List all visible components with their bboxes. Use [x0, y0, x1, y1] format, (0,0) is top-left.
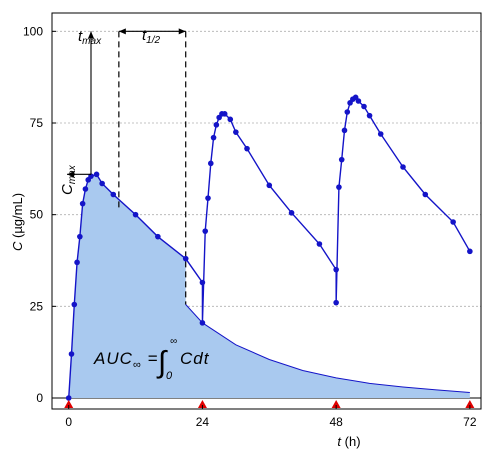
- integral-upper: ∞: [170, 336, 177, 347]
- x-tick-label: 0: [65, 415, 72, 429]
- data-point: [79, 200, 86, 207]
- dose-markers: [64, 400, 475, 408]
- data-point: [333, 266, 339, 273]
- data-point: [422, 191, 429, 198]
- data-point: [377, 131, 384, 137]
- data-point: [341, 127, 348, 134]
- data-point: [467, 248, 473, 255]
- x-axis-label: t (h): [337, 434, 360, 449]
- data-point: [155, 233, 161, 240]
- y-tick-label: 75: [30, 116, 44, 130]
- cmax-label: Cmax: [59, 164, 78, 195]
- data-point: [355, 98, 362, 104]
- data-point: [333, 299, 339, 306]
- data-point: [199, 320, 206, 326]
- data-point: [266, 182, 273, 189]
- data-point: [244, 145, 250, 152]
- integral-lower: 0: [166, 370, 173, 382]
- auc-area: [68, 174, 470, 398]
- data-point: [213, 122, 220, 128]
- data-point: [77, 233, 83, 240]
- auc-formula-left: AUC∞ =: [93, 349, 158, 371]
- plot-frame: [51, 12, 482, 410]
- half-life-markers: [118, 31, 187, 305]
- data-point: [110, 191, 117, 198]
- dose-triangle: [64, 400, 74, 408]
- x-tick-label: 72: [463, 415, 477, 429]
- elimination-curve: [185, 304, 470, 393]
- data-point: [65, 395, 72, 401]
- data-point: [205, 195, 211, 201]
- data-point: [132, 211, 139, 218]
- data-point: [288, 210, 295, 216]
- tmax-label: tmax: [78, 28, 102, 47]
- data-point: [210, 134, 217, 141]
- data-point: [366, 112, 373, 119]
- data-point: [82, 186, 89, 192]
- data-point: [202, 228, 209, 234]
- thalf-label: t1/2: [142, 27, 161, 46]
- data-point: [68, 351, 75, 357]
- annotation-arrows: [67, 28, 186, 178]
- data-point: [400, 164, 406, 170]
- data-point: [74, 259, 80, 266]
- series-markers: [65, 94, 473, 401]
- dose-triangle: [197, 400, 207, 408]
- y-tick-label: 100: [23, 24, 43, 38]
- axis-ticks: 0 25 50 75 100 0 24 48 72: [23, 24, 477, 429]
- data-point: [71, 301, 78, 308]
- data-point: [316, 241, 323, 247]
- data-point: [207, 160, 214, 167]
- data-point: [336, 184, 342, 190]
- x-tick-label: 24: [196, 415, 210, 429]
- dose-triangle: [331, 400, 341, 408]
- data-point: [93, 171, 100, 178]
- data-point: [182, 255, 189, 262]
- data-point: [233, 129, 239, 135]
- data-point: [199, 279, 206, 286]
- data-point: [361, 103, 367, 110]
- data-point: [99, 180, 105, 187]
- x-tick-label: 48: [329, 415, 343, 429]
- data-point: [338, 156, 345, 163]
- dose-triangle: [465, 400, 475, 408]
- auc-formula: AUC∞ = ∫ ∞ 0 Cdt: [93, 336, 210, 382]
- data-point: [450, 219, 456, 225]
- data-point: [221, 111, 228, 117]
- y-tick-label: 25: [30, 299, 44, 313]
- y-tick-label: 50: [30, 208, 44, 222]
- integrand: Cdt: [180, 349, 210, 368]
- y-axis-label: C (µg/mL): [10, 193, 25, 251]
- integral-sign: ∫: [156, 346, 168, 379]
- data-point: [227, 116, 234, 123]
- y-tick-label: 0: [36, 391, 43, 405]
- data-point: [344, 109, 351, 115]
